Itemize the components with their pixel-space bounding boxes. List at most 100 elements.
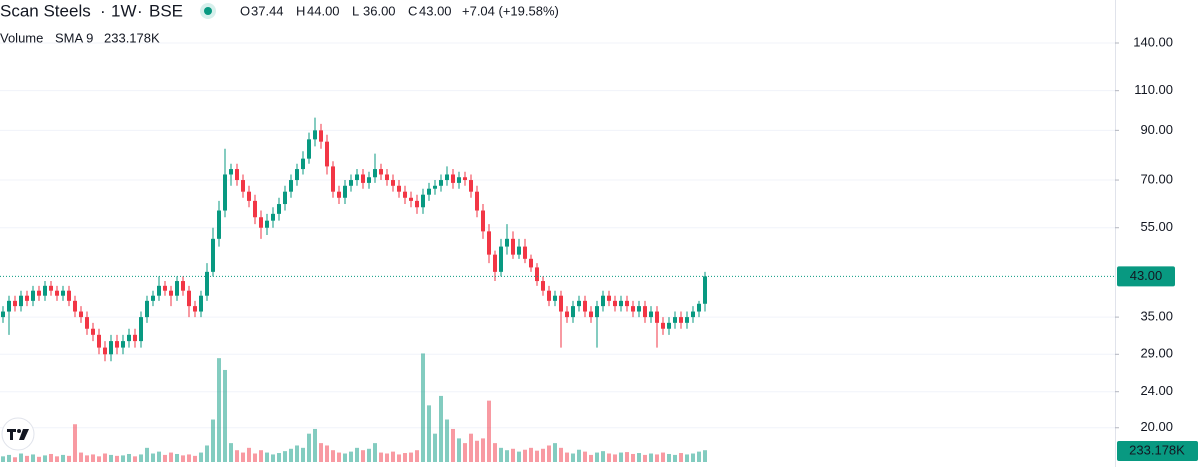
- volume-bar: [13, 457, 17, 462]
- volume-bar: [349, 451, 353, 462]
- logo[interactable]: [1, 417, 35, 451]
- candle-body: [481, 210, 485, 232]
- candle-body: [199, 295, 203, 312]
- volume-bar: [373, 443, 377, 462]
- candle-body: [175, 281, 179, 296]
- candle-body: [673, 317, 677, 323]
- candle-body: [403, 191, 407, 198]
- volume-bar: [535, 450, 539, 462]
- ohlc-key: L: [352, 3, 359, 18]
- symbol-title: Scan Steels: [0, 1, 91, 20]
- candle-body: [589, 311, 593, 318]
- y-tick-label: 55.00: [1140, 219, 1173, 234]
- candle-body: [625, 300, 629, 307]
- candle-body: [247, 191, 251, 201]
- candle-body: [361, 174, 365, 183]
- candle-body: [43, 285, 47, 296]
- logo-part: [10, 429, 13, 440]
- volume-bar: [271, 454, 275, 462]
- candle-body: [13, 300, 17, 307]
- volume-bar: [151, 453, 155, 462]
- volume-sma-label: SMA 9: [55, 30, 93, 45]
- volume-bar: [43, 455, 47, 462]
- candle-body: [31, 290, 35, 301]
- candle-body: [259, 217, 263, 228]
- logo-circle: [1, 417, 35, 451]
- candle-body: [475, 191, 479, 211]
- candle-body: [67, 290, 71, 301]
- volume-bar: [445, 419, 449, 462]
- candle-body: [217, 210, 221, 239]
- candle-body: [379, 169, 383, 175]
- volume-bar: [307, 433, 311, 462]
- candle-body: [391, 180, 395, 186]
- candle-body: [355, 174, 359, 181]
- volume-bar: [469, 433, 473, 462]
- candle-body: [397, 185, 401, 192]
- candle-body: [637, 306, 641, 312]
- volume-bar: [433, 433, 437, 462]
- volume-bar: [25, 455, 29, 462]
- volume-bar: [187, 454, 191, 462]
- y-tick-label: 29.00: [1140, 346, 1173, 361]
- volume-bar: [457, 438, 461, 462]
- candle-body: [253, 200, 257, 218]
- volume-bar: [91, 454, 95, 462]
- candle-body: [553, 295, 557, 301]
- volume-bar: [421, 353, 425, 462]
- candle-body: [349, 180, 353, 186]
- volume-bar: [499, 447, 503, 462]
- volume-bar: [295, 445, 299, 462]
- volume-bar: [475, 440, 479, 462]
- ohlc-key: O: [240, 3, 250, 18]
- candle-body: [373, 169, 377, 178]
- volume-bar: [613, 454, 617, 462]
- volume-bar: [319, 443, 323, 462]
- volume-bar: [577, 449, 581, 462]
- candle-body: [193, 306, 197, 312]
- candle-body: [679, 317, 683, 323]
- candle-body: [97, 334, 101, 348]
- candle-body: [115, 341, 119, 348]
- candle-body: [613, 300, 617, 307]
- volume-bar: [625, 452, 629, 462]
- candle-body: [577, 300, 581, 307]
- candle-body: [499, 246, 503, 272]
- separator: ·: [137, 1, 143, 20]
- volume-bar: [79, 452, 83, 462]
- volume-bar: [685, 454, 689, 462]
- volume-bar: [217, 358, 221, 462]
- candle-body: [631, 306, 635, 312]
- volume-bar: [631, 453, 635, 462]
- volume-bar: [637, 453, 641, 462]
- volume-bar: [583, 451, 587, 462]
- volume-bar: [343, 453, 347, 462]
- volume-bar: [547, 445, 551, 462]
- volume-bar: [223, 369, 227, 462]
- volume-bar: [679, 453, 683, 462]
- candle-body: [229, 169, 233, 175]
- candle-body: [427, 188, 431, 195]
- candle-body: [367, 177, 371, 183]
- volume-bar: [301, 447, 305, 462]
- candle-body: [283, 191, 287, 205]
- volume-bar: [697, 451, 701, 462]
- volume-bar: [211, 419, 215, 462]
- candle-body: [265, 220, 269, 228]
- volume-bar: [199, 452, 203, 462]
- volume-bar: [463, 443, 467, 462]
- candle-body: [331, 166, 335, 192]
- candle-body: [583, 300, 587, 312]
- ohlc-key: H: [296, 3, 305, 18]
- candle-body: [187, 290, 191, 307]
- volume-bar: [229, 443, 233, 462]
- volume-bar: [481, 438, 485, 462]
- candle-body: [493, 254, 497, 272]
- candle-body: [571, 306, 575, 318]
- volume-bar: [289, 448, 293, 462]
- volume-bar: [61, 454, 65, 462]
- volume-bar: [97, 456, 101, 462]
- candle-body: [337, 191, 341, 198]
- candle-body: [25, 295, 29, 301]
- volume-bar: [451, 428, 455, 462]
